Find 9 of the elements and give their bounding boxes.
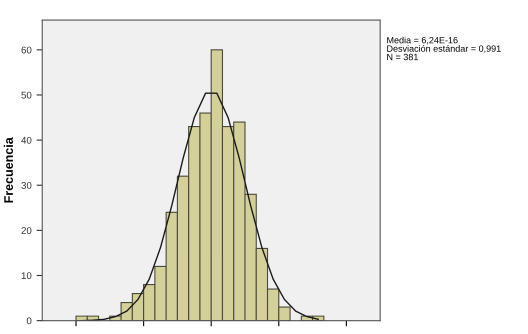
y-tick-label: 50 <box>21 92 32 99</box>
y-tick-label: 20 <box>22 227 32 234</box>
y-tick-label: 0 <box>26 317 32 324</box>
y-tick-label: 30 <box>21 182 32 189</box>
y-tick-label: 10 <box>22 272 32 280</box>
text: Media = 6,24E-16 Desviación estándar = 0,991 N = 381 <box>387 36 501 60</box>
y-axis-title: Frecuencia <box>4 137 13 203</box>
y-tick-label: 60 <box>22 46 32 54</box>
y-tick-label: 40 <box>21 136 32 144</box>
